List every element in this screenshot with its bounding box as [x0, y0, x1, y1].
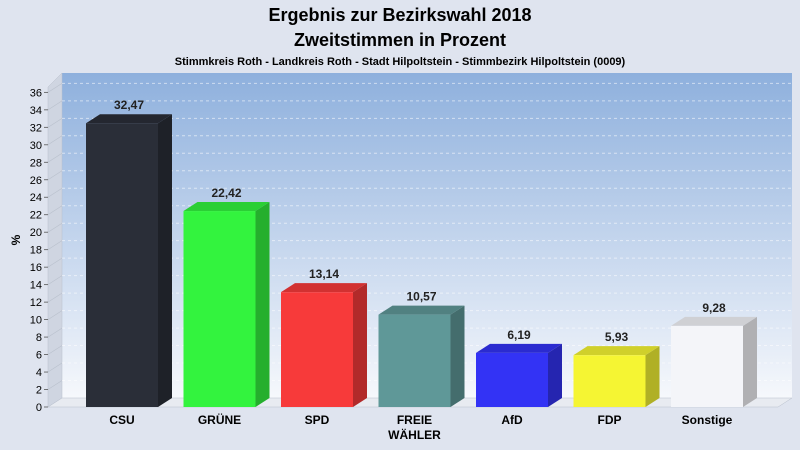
- bar: [183, 202, 270, 407]
- grid-line-side: [47, 345, 63, 355]
- bar-front: [573, 355, 646, 407]
- grid-line-side: [47, 240, 63, 250]
- grid-line-side: [47, 83, 63, 93]
- bar-side: [353, 283, 367, 407]
- bar: [378, 305, 465, 407]
- grid-line-side: [47, 310, 63, 320]
- chart-title-line2: Zweitstimmen in Prozent: [294, 30, 506, 50]
- bar-side: [158, 114, 172, 408]
- bar-front: [86, 123, 158, 408]
- bar-front: [671, 325, 743, 407]
- y-tick-label: 26: [30, 175, 42, 187]
- bar-front: [378, 314, 451, 407]
- value-label: 32,47: [114, 98, 144, 112]
- category-label: FREIE: [397, 413, 432, 427]
- grid-line-side: [47, 275, 63, 285]
- bar-side: [548, 343, 562, 407]
- y-tick-label: 2: [36, 385, 42, 397]
- bar-side: [743, 316, 757, 407]
- y-tick-label: 8: [36, 332, 42, 344]
- y-tick-label: 22: [30, 210, 42, 222]
- y-tick-label: 4: [36, 367, 42, 379]
- y-tick-label: 32: [30, 122, 42, 134]
- bars: [86, 114, 757, 408]
- grid-line-side: [47, 257, 63, 268]
- grid-line-side: [47, 327, 63, 338]
- grid-line-side: [47, 292, 63, 303]
- grid-line-side: [47, 362, 63, 373]
- y-tick-label: 24: [30, 192, 42, 204]
- y-tick-label: 36: [30, 87, 42, 99]
- y-tick-label: 30: [30, 140, 42, 152]
- y-tick-label: 0: [36, 402, 42, 414]
- y-tick-label: 14: [30, 280, 42, 292]
- grid-line-side: [47, 153, 63, 163]
- y-tick-label: 34: [30, 105, 42, 117]
- category-label: AfD: [501, 413, 523, 427]
- grid-line-side: [47, 170, 63, 181]
- bar-top: [281, 283, 367, 293]
- bar: [281, 283, 367, 407]
- bar-top: [86, 114, 172, 124]
- bar: [476, 343, 562, 407]
- chart-title: Ergebnis zur Bezirkswahl 2018: [268, 5, 531, 25]
- bar-side: [645, 346, 660, 407]
- grid-line-side: [47, 222, 63, 233]
- grid-line-side: [47, 187, 63, 198]
- bar: [573, 346, 660, 407]
- value-label: 10,57: [406, 290, 436, 304]
- bar-front: [476, 352, 548, 407]
- value-label: 13,14: [309, 267, 339, 281]
- grid-line-side: [47, 118, 63, 128]
- value-label: 9,28: [702, 301, 726, 315]
- value-label: 6,19: [507, 328, 531, 342]
- y-tick-label: 10: [30, 315, 42, 327]
- bar-top: [573, 346, 660, 356]
- value-label: 22,42: [211, 186, 241, 200]
- category-label: Sonstige: [682, 413, 733, 427]
- bar-top: [183, 202, 270, 212]
- bar-side: [255, 202, 270, 407]
- category-label: GRÜNE: [198, 412, 241, 427]
- y-axis-label: %: [9, 234, 23, 245]
- chart-subtitle: Stimmkreis Roth - Landkreis Roth - Stadt…: [175, 56, 626, 68]
- grid-line-side: [47, 100, 63, 111]
- y-tick-label: 20: [30, 227, 42, 239]
- category-label-line2: WÄHLER: [388, 427, 441, 442]
- y-tick-label: 12: [30, 297, 42, 309]
- category-label: SPD: [305, 413, 330, 427]
- bar-top: [476, 343, 562, 353]
- bar: [86, 114, 172, 408]
- bar-side: [450, 305, 465, 407]
- grid-line-side: [47, 135, 63, 146]
- bar-front: [281, 292, 353, 407]
- bar: [671, 316, 757, 407]
- bar-top: [671, 316, 757, 326]
- category-label: CSU: [109, 413, 134, 427]
- grid-line-side: [47, 205, 63, 215]
- y-tick-label: 18: [30, 245, 42, 257]
- y-tick-label: 16: [30, 262, 42, 274]
- value-labels: 32,47 22,42 13,14 10,57 6,19 5,93 9,28: [114, 98, 726, 344]
- y-tick-label: 28: [30, 157, 42, 169]
- value-label: 5,93: [605, 330, 629, 344]
- bar-front: [183, 211, 256, 407]
- bar-top: [378, 305, 465, 315]
- y-tick-label: 6: [36, 350, 42, 362]
- category-label: FDP: [598, 413, 622, 427]
- grid-line-side: [47, 380, 63, 390]
